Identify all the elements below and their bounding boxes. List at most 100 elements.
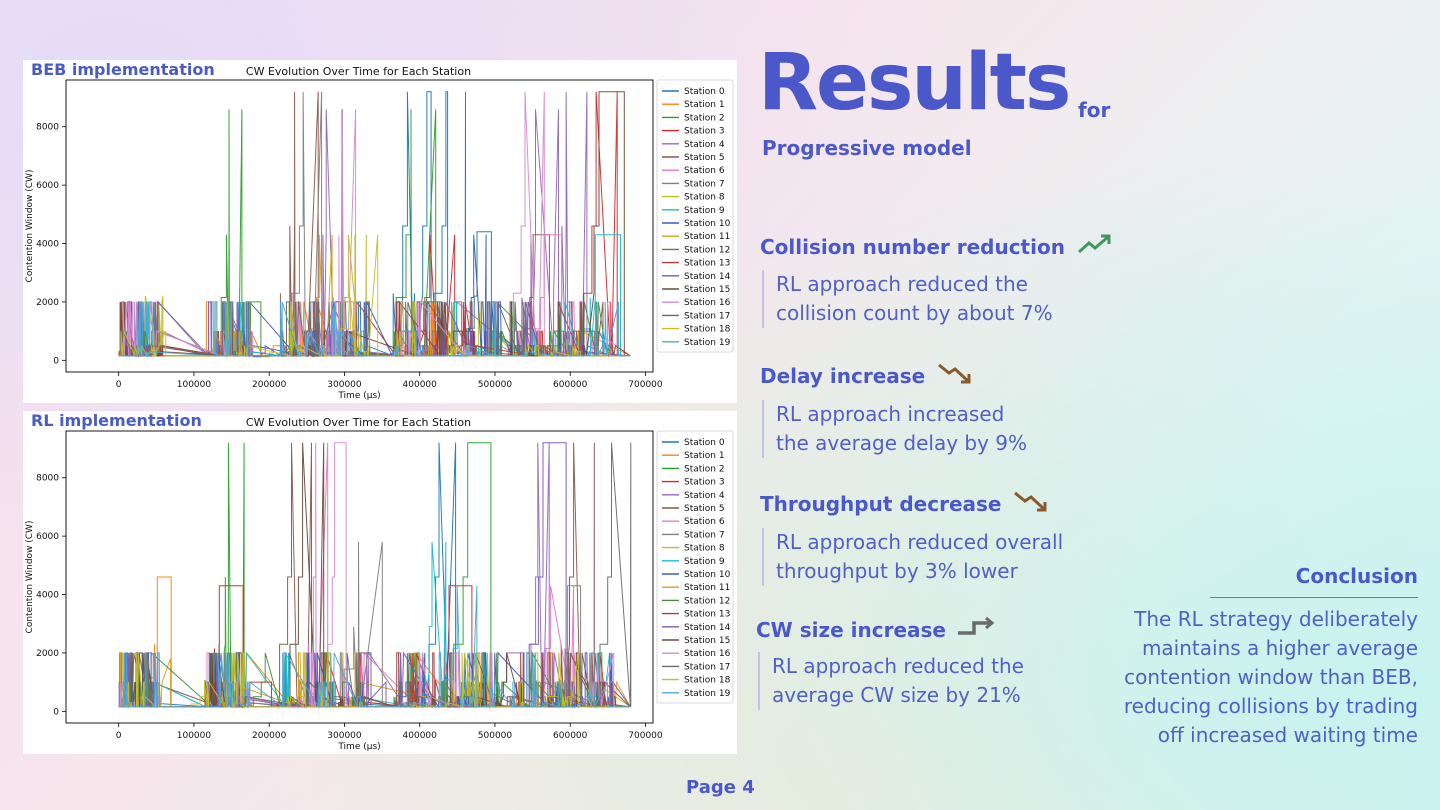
throughput-heading: Throughput decrease (760, 491, 1002, 516)
legend-label: Station 4 (684, 140, 725, 150)
section-body: RL approach increased the average delay … (762, 400, 1027, 458)
slide-title: Results (758, 38, 1071, 128)
x-tick-label: 100000 (177, 380, 212, 390)
legend-label: Station 6 (684, 517, 725, 527)
section-body: RL approach reduced the average CW size … (758, 652, 1024, 710)
legend-box (656, 79, 734, 353)
delay-heading: Delay increase (760, 363, 926, 388)
cw-size-heading: CW size increase (756, 617, 946, 642)
y-tick-label: 4000 (36, 240, 59, 250)
series-line (118, 585, 631, 709)
series-line (118, 301, 631, 358)
page-number: Page 4 (686, 777, 755, 798)
legend-label: Station 7 (684, 530, 725, 540)
legend-label: Station 13 (684, 610, 730, 620)
x-tick-label: 0 (116, 380, 122, 390)
trend-up-icon (1077, 233, 1113, 260)
y-tick-label: 0 (53, 356, 59, 366)
legend-label: Station 17 (684, 662, 730, 672)
x-axis-label: Time (µs) (337, 391, 380, 401)
y-tick-label: 4000 (36, 591, 59, 601)
legend-label: Station 2 (684, 113, 725, 123)
throughput-line-1: RL approach reduced overall (776, 530, 1064, 554)
legend-label: Station 9 (684, 557, 725, 567)
x-tick-label: 500000 (478, 380, 513, 390)
legend-label: Station 17 (684, 311, 730, 321)
legend-label: Station 16 (684, 649, 731, 659)
legend-label: Station 8 (684, 544, 725, 554)
x-axis-label: Time (µs) (337, 742, 380, 752)
x-tick-label: 0 (116, 731, 122, 741)
rl-label: RL implementation (31, 411, 202, 430)
x-tick-label: 700000 (628, 731, 663, 741)
x-tick-label: 400000 (403, 380, 438, 390)
slide-subtitle: Progressive model (762, 136, 972, 160)
x-tick-label: 700000 (628, 380, 663, 390)
y-tick-label: 8000 (36, 474, 59, 484)
plot-area (118, 91, 631, 358)
x-tick-label: 200000 (252, 380, 287, 390)
series-line (118, 442, 631, 709)
conclusion-text: The RL strategy deliberately maintains a… (1123, 607, 1418, 747)
legend-label: Station 15 (684, 636, 730, 646)
delay-line-1: RL approach increased (776, 402, 1005, 426)
rl-cw-chart: CW Evolution Over Time for Each Station 0… (25, 416, 734, 752)
series-line (118, 301, 631, 358)
x-tick-label: 300000 (327, 731, 362, 741)
legend-label: Station 7 (684, 179, 725, 189)
trend-down-icon (1013, 489, 1049, 518)
section-body: RL approach reduced overall throughput b… (762, 528, 1063, 586)
section-heading: Collision number reduction (760, 233, 1113, 260)
section-heading: CW size increase (756, 616, 1024, 642)
y-tick-label: 2000 (36, 649, 59, 659)
conclusion-title: Conclusion (1295, 564, 1418, 588)
legend-label: Station 19 (684, 689, 731, 699)
plot-frame (65, 430, 654, 724)
legend-label: Station 9 (684, 206, 725, 216)
y-tick-label: 6000 (36, 181, 59, 191)
y-tick-label: 6000 (36, 532, 59, 542)
legend-label: Station 13 (684, 259, 730, 269)
x-tick-label: 300000 (327, 380, 362, 390)
legend-label: Station 11 (684, 232, 730, 242)
conclusion-divider (1210, 597, 1418, 598)
section-body: RL approach reduced the collision count … (762, 270, 1113, 328)
chart-title: CW Evolution Over Time for Each Station (246, 65, 471, 78)
legend-label: Station 18 (684, 676, 731, 686)
section-collision: Collision number reduction RL approach r… (760, 233, 1113, 328)
legend-label: Station 1 (684, 451, 725, 461)
cw-size-line-1: RL approach reduced the (772, 654, 1024, 678)
beb-label: BEB implementation (31, 60, 215, 79)
y-axis-label: Contention Window (CW) (25, 521, 35, 634)
slide-title-suffix: for (1078, 98, 1111, 122)
x-tick-label: 600000 (553, 731, 588, 741)
y-tick-label: 8000 (36, 123, 59, 133)
trend-down-icon (937, 361, 973, 390)
legend-label: Station 18 (684, 325, 731, 335)
legend-label: Station 16 (684, 298, 731, 308)
y-tick-label: 0 (53, 707, 59, 717)
collision-heading: Collision number reduction (760, 234, 1065, 259)
legend-label: Station 5 (684, 153, 725, 163)
x-tick-label: 600000 (553, 380, 588, 390)
section-heading: Delay increase (760, 361, 1027, 390)
legend-label: Station 14 (684, 623, 731, 633)
legend-label: Station 11 (684, 583, 730, 593)
section-heading: Throughput decrease (760, 489, 1063, 518)
legend-label: Station 2 (684, 464, 725, 474)
step-up-icon (957, 616, 996, 642)
section-delay: Delay increase RL approach increased the… (760, 361, 1027, 458)
legend-label: Station 15 (684, 285, 730, 295)
legend-label: Station 6 (684, 166, 725, 176)
legend-box (656, 430, 734, 704)
plot-frame (65, 79, 654, 373)
beb-chart-panel: CW Evolution Over Time for Each Station 0… (23, 60, 737, 403)
legend-label: Station 8 (684, 193, 725, 203)
collision-line-2: collision count by about 7% (776, 301, 1053, 325)
legend-label: Station 3 (684, 478, 725, 488)
legend-label: Station 0 (684, 87, 725, 97)
legend-label: Station 3 (684, 127, 725, 137)
throughput-line-2: throughput by 3% lower (776, 559, 1018, 583)
x-tick-label: 200000 (252, 731, 287, 741)
legend-label: Station 4 (684, 491, 725, 501)
